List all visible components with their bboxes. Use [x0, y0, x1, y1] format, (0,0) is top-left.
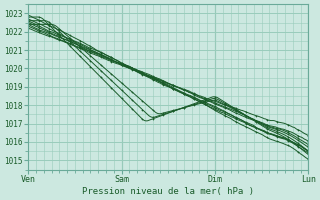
X-axis label: Pression niveau de la mer( hPa ): Pression niveau de la mer( hPa ): [82, 187, 254, 196]
